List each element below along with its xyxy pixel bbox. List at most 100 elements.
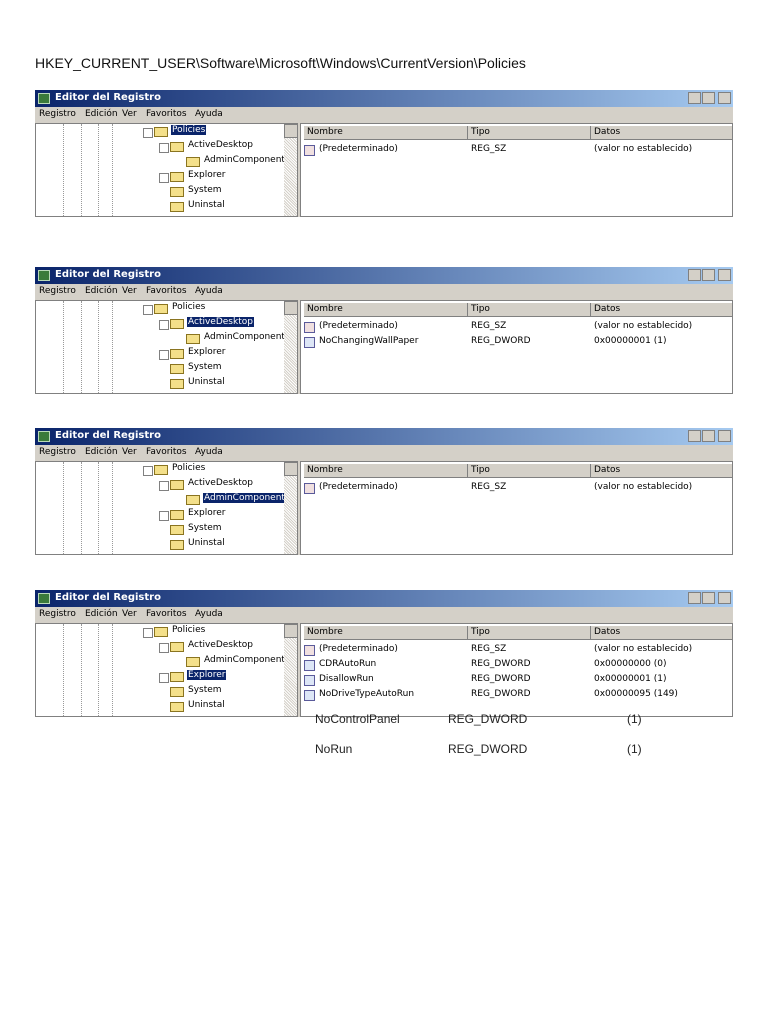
tree-item[interactable]: AdminComponent bbox=[204, 332, 285, 342]
tree-item[interactable]: System bbox=[188, 685, 222, 695]
tree-guide bbox=[81, 301, 82, 393]
tree-pane: Policies ActiveDesktop AdminComponent Explo… bbox=[35, 623, 298, 717]
menu-item[interactable]: Ver bbox=[122, 109, 137, 119]
column-header[interactable]: Nombre bbox=[304, 126, 468, 140]
tree-item[interactable]: Uninstal bbox=[188, 200, 225, 210]
menu-item[interactable]: Registro bbox=[39, 447, 76, 457]
column-header[interactable]: Nombre bbox=[304, 464, 468, 478]
close-button[interactable] bbox=[718, 592, 731, 604]
menu-item[interactable]: Favoritos bbox=[146, 109, 187, 119]
tree-item[interactable]: Policies bbox=[172, 625, 206, 635]
menu-item[interactable]: Edición bbox=[85, 109, 118, 119]
tree-item[interactable]: Policies bbox=[172, 463, 206, 473]
tree-item[interactable]: System bbox=[188, 185, 222, 195]
scroll-up[interactable] bbox=[284, 124, 297, 138]
expander[interactable] bbox=[159, 350, 169, 360]
menu-item[interactable]: Ayuda bbox=[195, 609, 223, 619]
tree-item[interactable]: ActiveDesktop bbox=[188, 140, 253, 150]
expander[interactable] bbox=[143, 128, 153, 138]
column-header[interactable]: Nombre bbox=[304, 626, 468, 640]
value-type: REG_DWORD bbox=[448, 742, 528, 756]
menu-item[interactable]: Edición bbox=[85, 609, 118, 619]
close-button[interactable] bbox=[718, 430, 731, 442]
close-button[interactable] bbox=[718, 92, 731, 104]
scroll-up[interactable] bbox=[284, 301, 297, 315]
tree-item[interactable]: ActiveDesktop bbox=[188, 640, 253, 650]
menu-item[interactable]: Ver bbox=[122, 286, 137, 296]
menu-item[interactable]: Ver bbox=[122, 609, 137, 619]
tree-item[interactable]: AdminComponent bbox=[204, 155, 285, 165]
column-header[interactable]: Tipo bbox=[468, 126, 591, 140]
menu-item[interactable]: Favoritos bbox=[146, 609, 187, 619]
value-name: NoControlPanel bbox=[315, 712, 400, 726]
expander[interactable] bbox=[159, 481, 169, 491]
folder-icon bbox=[170, 379, 184, 389]
maximize-button[interactable] bbox=[702, 430, 715, 442]
menu-item[interactable]: Registro bbox=[39, 286, 76, 296]
maximize-button[interactable] bbox=[702, 269, 715, 281]
expander[interactable] bbox=[159, 511, 169, 521]
tree-item[interactable]: Uninstal bbox=[188, 700, 225, 710]
expander[interactable] bbox=[159, 173, 169, 183]
menu-item[interactable]: Ayuda bbox=[195, 447, 223, 457]
column-label: Nombre bbox=[307, 465, 343, 475]
expander[interactable] bbox=[159, 643, 169, 653]
tree-item[interactable]: System bbox=[188, 362, 222, 372]
tree-item[interactable]: System bbox=[188, 523, 222, 533]
app-icon bbox=[38, 93, 50, 104]
close-button[interactable] bbox=[718, 269, 731, 281]
minimize-button[interactable] bbox=[688, 269, 701, 281]
tree-item[interactable]: AdminComponent bbox=[202, 492, 287, 504]
expander[interactable] bbox=[143, 466, 153, 476]
minimize-button[interactable] bbox=[688, 592, 701, 604]
menu-item[interactable]: Edición bbox=[85, 286, 118, 296]
column-header[interactable]: Nombre bbox=[304, 303, 468, 317]
menu-item[interactable]: Ayuda bbox=[195, 286, 223, 296]
menu-item[interactable]: Favoritos bbox=[146, 286, 187, 296]
folder-icon bbox=[170, 142, 184, 152]
menu-item[interactable]: Edición bbox=[85, 447, 118, 457]
menu-item[interactable]: Ayuda bbox=[195, 109, 223, 119]
expander[interactable] bbox=[159, 143, 169, 153]
scroll-up[interactable] bbox=[284, 462, 297, 476]
menu-item[interactable]: Registro bbox=[39, 609, 76, 619]
tree-item[interactable]: AdminComponent bbox=[204, 655, 285, 665]
column-label: Tipo bbox=[471, 127, 490, 137]
tree-item[interactable]: Explorer bbox=[188, 508, 226, 518]
expander[interactable] bbox=[143, 628, 153, 638]
tree-item[interactable]: Explorer bbox=[185, 669, 228, 681]
registry-window: Editor del Registro Registro Edición Ver Fav… bbox=[35, 428, 733, 555]
tree-item[interactable]: ActiveDesktop bbox=[186, 316, 255, 328]
folder-icon bbox=[170, 480, 184, 490]
expander[interactable] bbox=[159, 673, 169, 683]
scrollbar bbox=[284, 462, 297, 554]
column-header[interactable]: Datos bbox=[591, 464, 732, 478]
scrollbar bbox=[284, 301, 297, 393]
tree-item[interactable]: Policies bbox=[169, 124, 208, 136]
column-label: Datos bbox=[594, 465, 621, 475]
column-header[interactable]: Tipo bbox=[468, 626, 591, 640]
tree-item[interactable]: Explorer bbox=[188, 170, 226, 180]
tree-item[interactable]: Explorer bbox=[188, 347, 226, 357]
minimize-button[interactable] bbox=[688, 430, 701, 442]
column-header[interactable]: Datos bbox=[591, 626, 732, 640]
tree-item[interactable]: ActiveDesktop bbox=[188, 478, 253, 488]
value-name: NoDriveTypeAutoRun bbox=[319, 689, 415, 699]
minimize-button[interactable] bbox=[688, 92, 701, 104]
column-header[interactable]: Tipo bbox=[468, 303, 591, 317]
tree-item[interactable]: Uninstal bbox=[188, 377, 225, 387]
tree-item[interactable]: Uninstal bbox=[188, 538, 225, 548]
column-header[interactable]: Datos bbox=[591, 303, 732, 317]
expander[interactable] bbox=[159, 320, 169, 330]
maximize-button[interactable] bbox=[702, 592, 715, 604]
column-header[interactable]: Tipo bbox=[468, 464, 591, 478]
maximize-button[interactable] bbox=[702, 92, 715, 104]
scroll-up[interactable] bbox=[284, 624, 297, 638]
menu-item[interactable]: Registro bbox=[39, 109, 76, 119]
tree-item[interactable]: Policies bbox=[172, 302, 206, 312]
menu-item[interactable]: Favoritos bbox=[146, 447, 187, 457]
expander[interactable] bbox=[143, 305, 153, 315]
menu-item[interactable]: Ver bbox=[122, 447, 137, 457]
column-header[interactable]: Datos bbox=[591, 126, 732, 140]
list-pane: Nombre Tipo Datos (Predeterminado) REG_SZ (va… bbox=[300, 623, 733, 717]
